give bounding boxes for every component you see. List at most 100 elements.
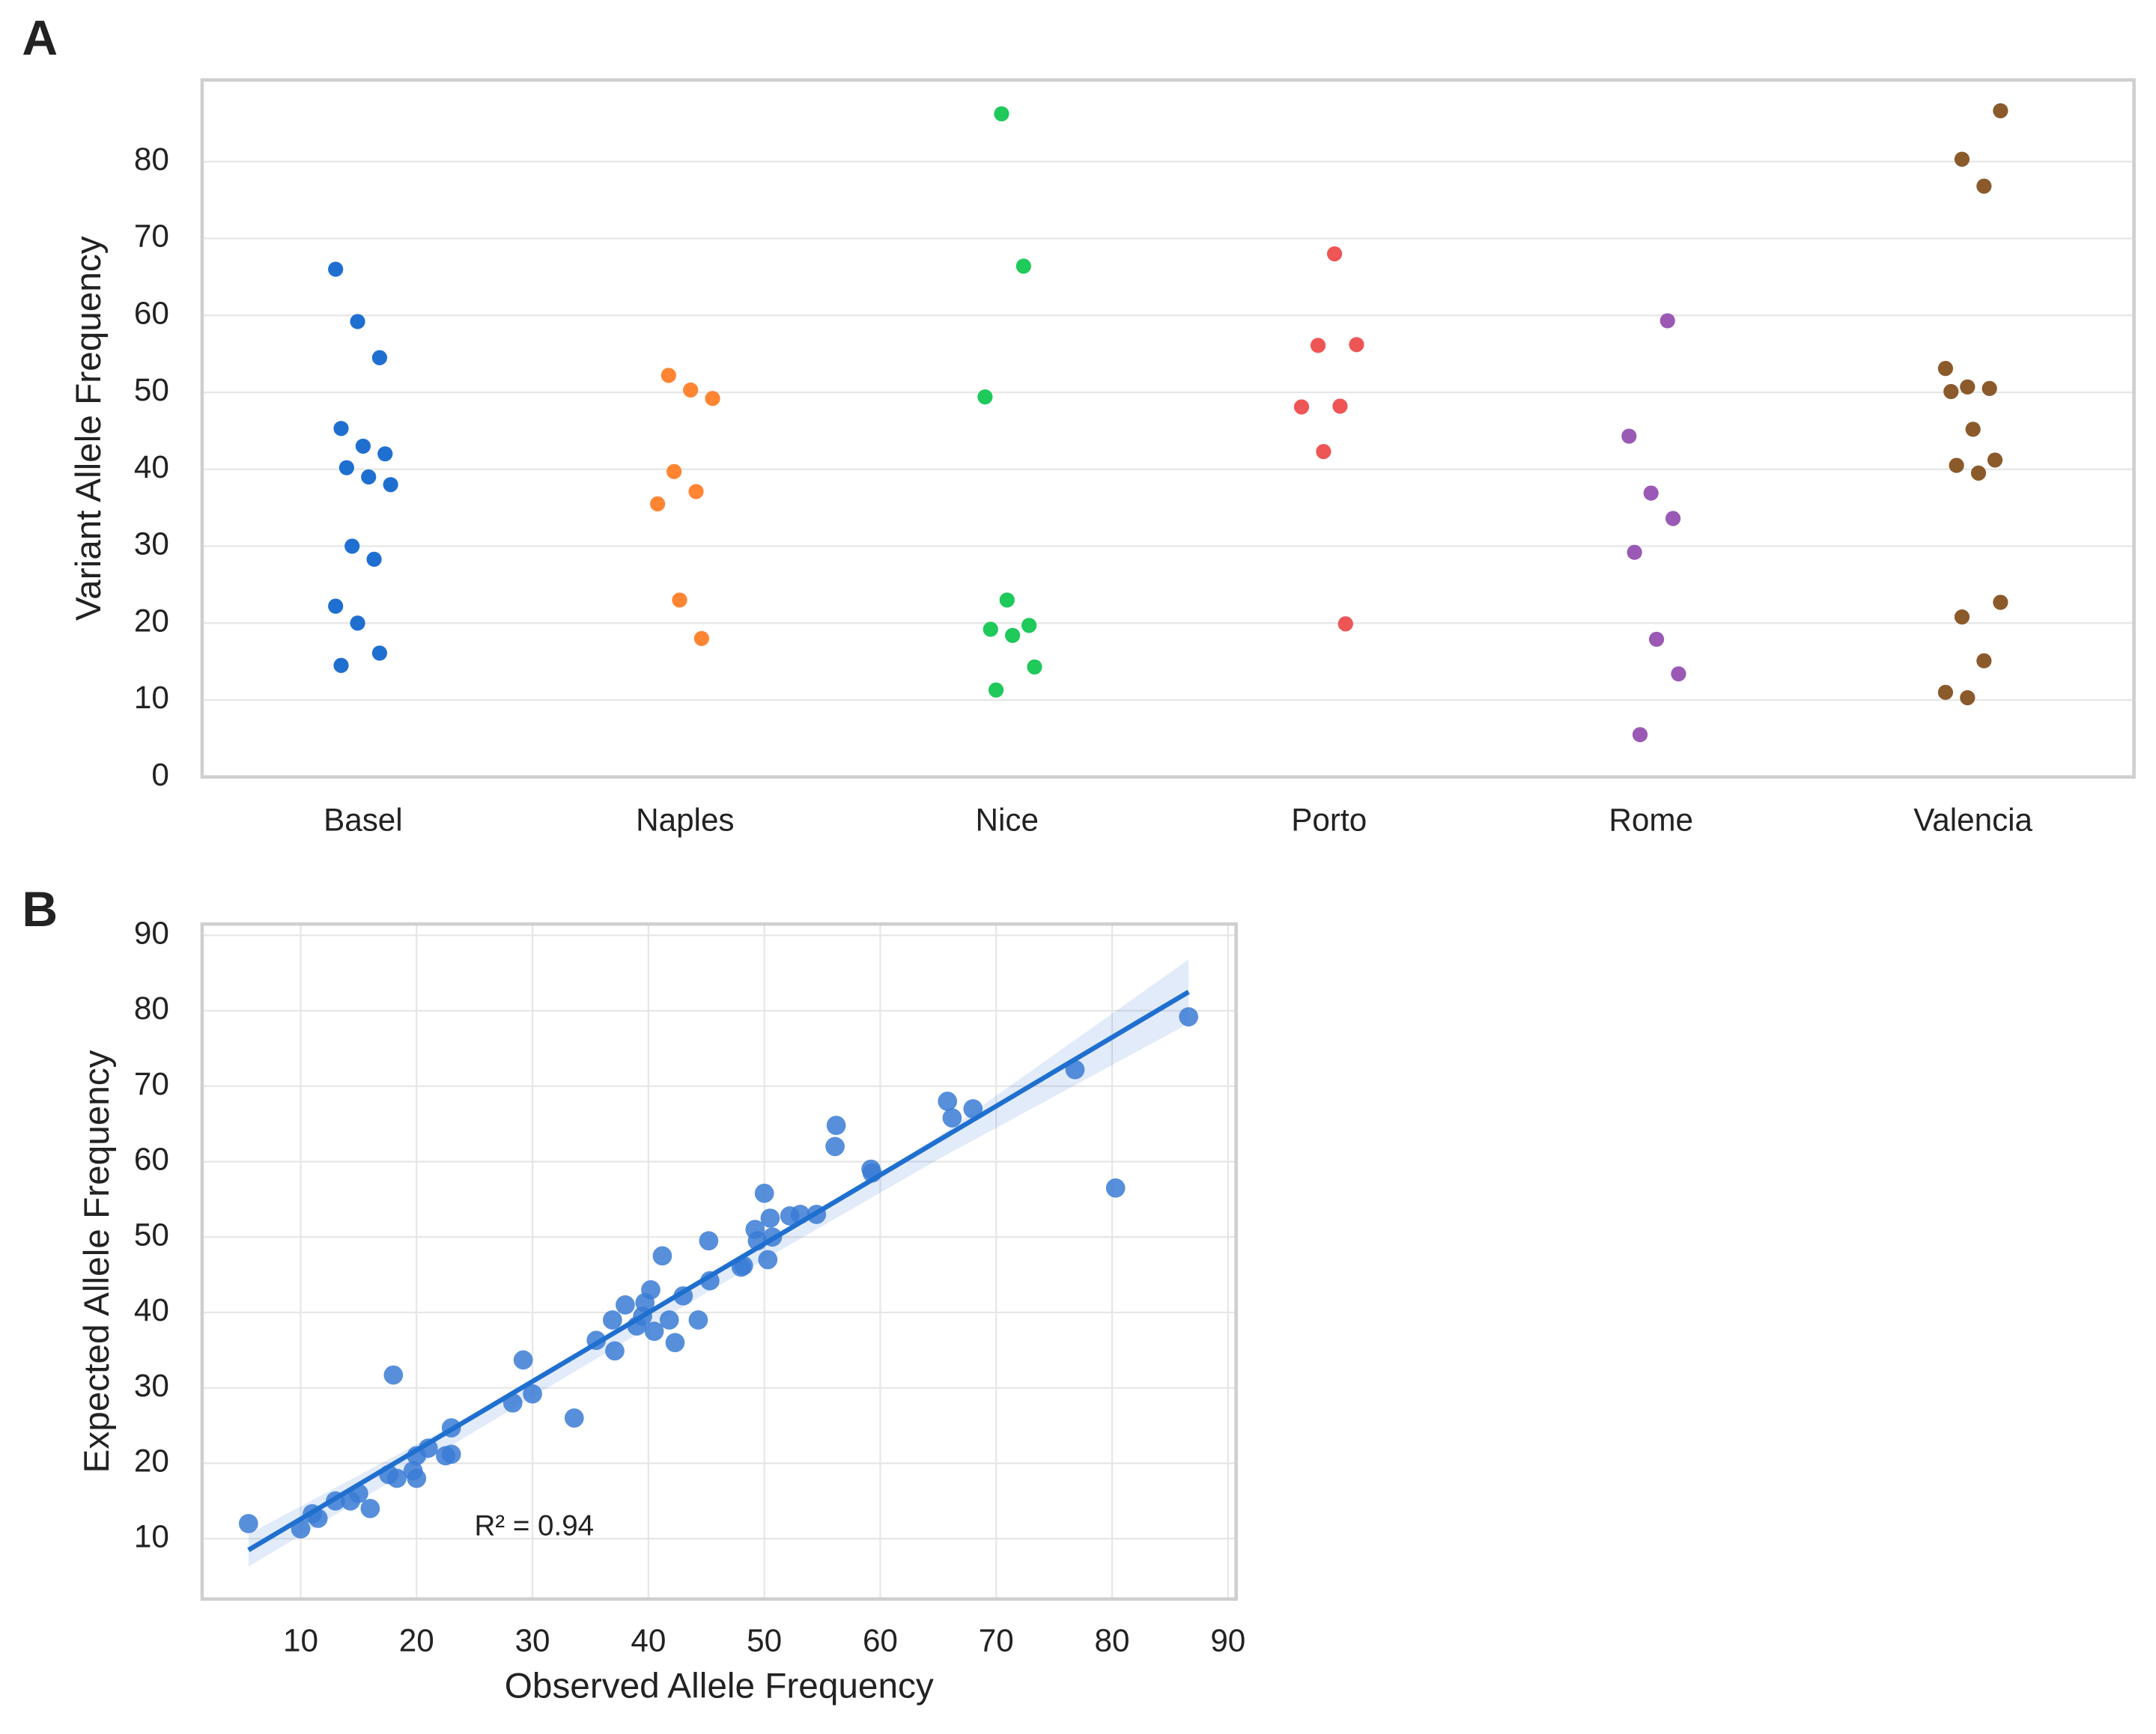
data-point — [1949, 457, 1964, 473]
data-point — [1310, 338, 1326, 353]
data-point — [1659, 313, 1675, 329]
data-point — [1937, 361, 1954, 377]
x-tick-label: Porto — [1291, 802, 1367, 837]
data-point — [1293, 399, 1310, 415]
data-point — [1648, 631, 1665, 647]
plot-frame — [200, 78, 2136, 779]
data-point — [383, 1365, 404, 1385]
x-tick-label: 80 — [1095, 1623, 1130, 1658]
data-point — [1332, 398, 1348, 414]
data-point — [1015, 258, 1031, 274]
data-point — [523, 1384, 542, 1404]
plot-frame — [200, 922, 1238, 1601]
data-point — [705, 391, 720, 407]
x-tick-label: 20 — [399, 1623, 434, 1658]
x-tick-label: Rome — [1609, 802, 1693, 837]
data-point — [1632, 727, 1648, 743]
data-point — [1937, 684, 1954, 700]
data-point — [672, 592, 687, 608]
y-tick-label: 70 — [134, 219, 169, 254]
data-point — [688, 484, 704, 499]
data-point — [1027, 659, 1042, 675]
data-point — [366, 551, 382, 568]
data-point — [350, 314, 365, 329]
data-point — [1943, 383, 1959, 400]
panel-label: A — [22, 10, 58, 66]
data-point — [989, 682, 1004, 698]
data-point — [1960, 379, 1976, 395]
data-point — [1316, 444, 1331, 460]
data-point — [1621, 428, 1637, 444]
data-point — [1976, 178, 1992, 194]
data-point — [360, 1498, 380, 1518]
y-tick-label: 50 — [134, 1217, 169, 1252]
data-point — [616, 1295, 635, 1315]
data-point — [999, 592, 1015, 608]
data-point — [328, 261, 344, 277]
y-tick-label: 60 — [134, 295, 169, 330]
data-point — [371, 645, 388, 661]
data-point — [1105, 1178, 1126, 1198]
data-point — [693, 630, 709, 646]
data-point — [238, 1514, 258, 1533]
data-point — [1349, 337, 1364, 353]
data-point — [387, 1468, 407, 1488]
data-point — [361, 469, 377, 485]
data-point — [994, 106, 1009, 122]
data-point — [826, 1116, 846, 1135]
y-tick-label: 20 — [134, 603, 169, 638]
data-point — [758, 1250, 778, 1270]
y-tick-label: 60 — [134, 1142, 169, 1177]
data-point — [963, 1099, 983, 1119]
x-tick-label: 30 — [515, 1623, 550, 1658]
data-point — [977, 389, 993, 405]
data-point — [1665, 511, 1681, 526]
y-tick-label: 40 — [134, 1292, 169, 1327]
x-tick-label: Nice — [976, 802, 1039, 837]
y-tick-label: 30 — [134, 526, 169, 562]
y-tick-label: 40 — [134, 449, 169, 484]
x-tick-label: 90 — [1210, 1623, 1245, 1658]
data-point — [1993, 594, 2008, 610]
y-tick-label: 80 — [134, 142, 169, 177]
x-tick-label: 10 — [283, 1623, 318, 1658]
y-tick-label: 10 — [134, 680, 169, 715]
data-point — [683, 382, 699, 398]
data-point — [699, 1231, 719, 1251]
y-tick-label: 10 — [134, 1518, 169, 1554]
data-point — [1627, 544, 1642, 560]
data-point — [603, 1310, 622, 1330]
x-tick-label: 40 — [631, 1623, 666, 1658]
data-point — [641, 1280, 661, 1300]
x-tick-label: Valencia — [1913, 802, 2032, 837]
data-point — [1005, 627, 1021, 643]
data-point — [825, 1137, 845, 1157]
regression-line — [247, 990, 1190, 1553]
data-point — [605, 1341, 625, 1361]
y-tick-label: 20 — [134, 1444, 169, 1479]
data-point — [441, 1444, 461, 1464]
data-point — [938, 1092, 958, 1111]
data-point — [333, 657, 349, 673]
data-point — [328, 598, 344, 614]
x-tick-label: 50 — [747, 1623, 782, 1658]
data-point — [1337, 616, 1353, 632]
data-point — [344, 538, 360, 554]
data-point — [355, 438, 371, 454]
y-tick-label: 80 — [134, 991, 169, 1026]
data-point — [513, 1350, 533, 1370]
confidence-band — [248, 959, 1189, 1567]
x-tick-label: 70 — [979, 1623, 1014, 1658]
y-tick-label: 50 — [134, 372, 169, 407]
annotation: R² = 0.94 — [474, 1509, 594, 1542]
data-point — [418, 1438, 438, 1458]
data-point — [665, 1333, 685, 1353]
data-point — [1976, 653, 1992, 669]
data-point — [1021, 618, 1037, 633]
y-axis-label: Expected Allele Frequency — [77, 1050, 117, 1473]
data-point — [1965, 422, 1981, 437]
y-tick-label: 0 — [151, 757, 168, 792]
data-point — [666, 463, 682, 479]
